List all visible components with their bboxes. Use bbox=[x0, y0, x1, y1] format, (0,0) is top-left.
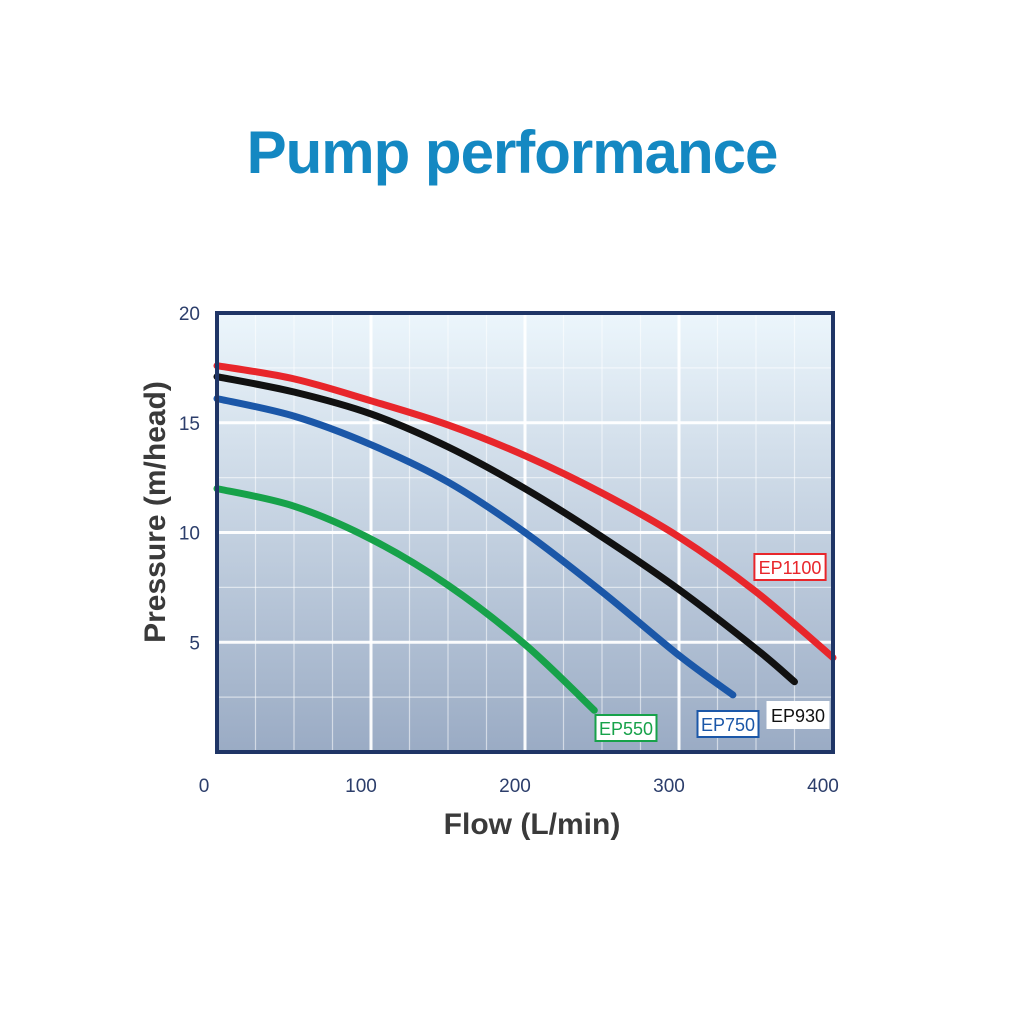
series-label-box bbox=[696, 710, 760, 738]
x-axis-label: Flow (L/min) bbox=[444, 808, 621, 841]
y-tick-label: 15 bbox=[179, 414, 200, 435]
x-tick-label: 300 bbox=[653, 776, 685, 797]
series-line-ep930 bbox=[213, 373, 798, 686]
series-label-text: EP750 bbox=[701, 715, 755, 735]
y-axis-label: Pressure (m/head) bbox=[139, 381, 172, 643]
series-label-box bbox=[766, 701, 830, 729]
series-label-ep1100: EP1100 bbox=[753, 553, 827, 581]
x-tick-label: 0 bbox=[199, 776, 210, 797]
series-label-ep550: EP550 bbox=[594, 714, 658, 742]
series-labels: EP1100 EP930 EP750 EP550 bbox=[594, 553, 830, 742]
series-label-text: EP550 bbox=[599, 719, 653, 739]
series-label-text: EP930 bbox=[771, 706, 825, 726]
y-ticks: 5 10 15 20 bbox=[179, 304, 200, 654]
x-tick-label: 200 bbox=[499, 776, 531, 797]
series-lines bbox=[213, 362, 837, 714]
series-label-ep750: EP750 bbox=[696, 710, 760, 738]
series-label-text: EP1100 bbox=[759, 558, 822, 578]
series-line-ep1100 bbox=[213, 362, 837, 662]
y-tick-label: 10 bbox=[179, 524, 200, 545]
chart-title: Pump performance bbox=[246, 119, 779, 186]
y-tick-label: 5 bbox=[189, 633, 200, 654]
x-ticks: 0 100 200 300 400 bbox=[199, 776, 839, 797]
y-tick-label: 20 bbox=[179, 304, 200, 325]
plot-frame bbox=[215, 311, 835, 754]
series-label-box bbox=[594, 714, 658, 742]
series-label-box bbox=[753, 553, 827, 581]
series-line-ep550 bbox=[213, 485, 598, 714]
series-line-ep750 bbox=[213, 395, 737, 699]
x-tick-label: 400 bbox=[807, 776, 839, 797]
series-label-ep930: EP930 bbox=[766, 701, 830, 729]
x-tick-label: 100 bbox=[345, 776, 377, 797]
